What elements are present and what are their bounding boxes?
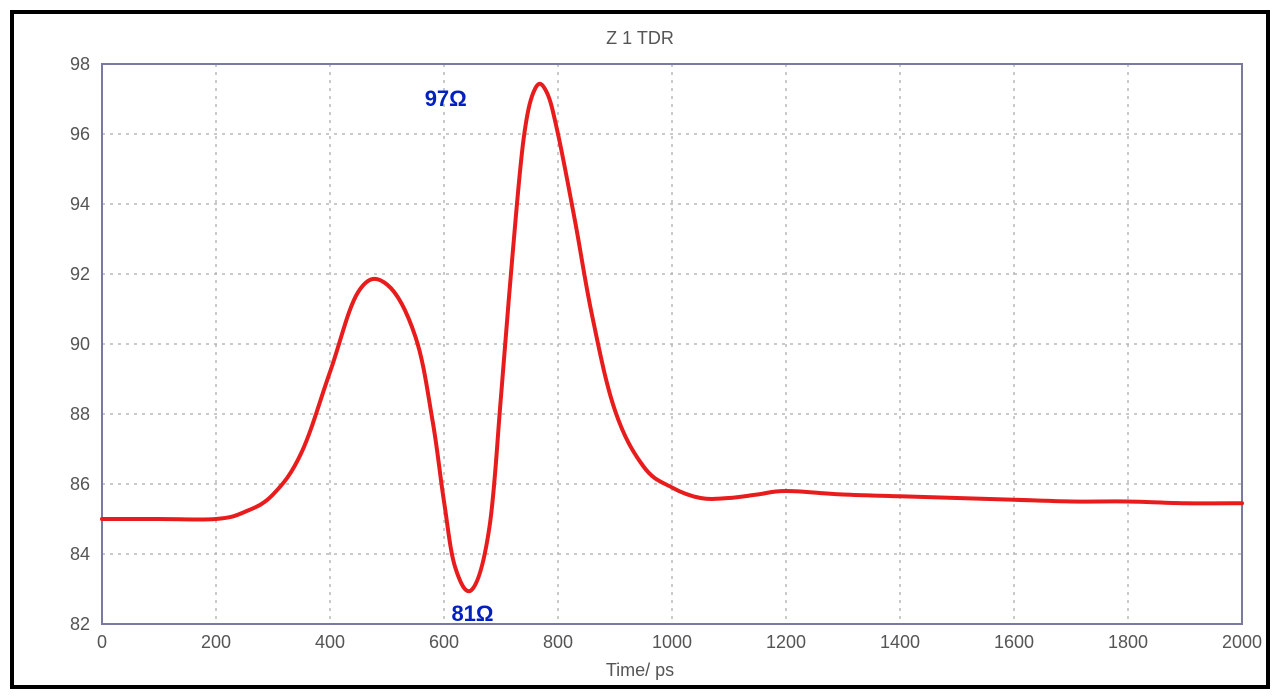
chart-xlabel: Time/ ps <box>14 660 1266 681</box>
x-tick-label: 200 <box>201 632 231 652</box>
chart-frame: Z 1 TDR 02004006008001000120014001600180… <box>10 10 1270 689</box>
y-tick-label: 98 <box>70 54 90 74</box>
chart-annotation: 81Ω <box>451 601 493 627</box>
x-tick-label: 1800 <box>1108 632 1148 652</box>
x-tick-label: 2000 <box>1222 632 1262 652</box>
y-tick-label: 84 <box>70 544 90 564</box>
x-tick-label: 1400 <box>880 632 920 652</box>
y-tick-label: 94 <box>70 194 90 214</box>
y-tick-label: 96 <box>70 124 90 144</box>
y-tick-label: 82 <box>70 614 90 634</box>
y-tick-label: 86 <box>70 474 90 494</box>
y-tick-label: 92 <box>70 264 90 284</box>
x-tick-label: 1200 <box>766 632 806 652</box>
x-tick-label: 1600 <box>994 632 1034 652</box>
chart-annotation: 97Ω <box>425 86 467 112</box>
y-tick-label: 90 <box>70 334 90 354</box>
y-tick-label: 88 <box>70 404 90 424</box>
x-tick-label: 400 <box>315 632 345 652</box>
chart-plot: 0 200 400 600 800 1000 1200 1400 1600 1800 2000 82 8… <box>14 14 1274 693</box>
x-tick-label: 0 <box>97 632 107 652</box>
chart-container: Z 1 TDR 02004006008001000120014001600180… <box>14 14 1266 685</box>
x-tick-label: 800 <box>543 632 573 652</box>
x-tick-label: 600 <box>429 632 459 652</box>
x-tick-label: 1000 <box>652 632 692 652</box>
